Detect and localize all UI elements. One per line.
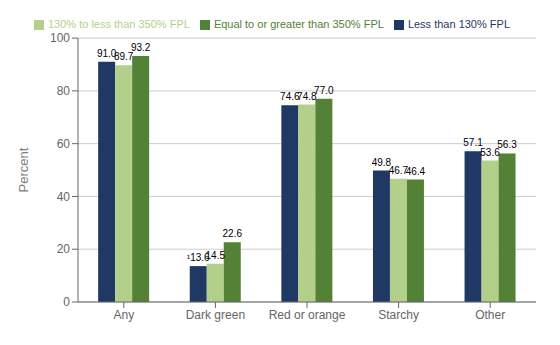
svg-text:Starchy: Starchy <box>378 308 419 322</box>
svg-text:Dark green: Dark green <box>186 308 245 322</box>
svg-text:74.8: 74.8 <box>297 90 317 102</box>
svg-text:93.2: 93.2 <box>131 42 151 53</box>
svg-text:77.0: 77.0 <box>314 85 334 96</box>
svg-text:Other: Other <box>475 308 505 322</box>
svg-text:0: 0 <box>63 295 70 309</box>
svg-text:89.7: 89.7 <box>113 51 134 63</box>
svg-text:100: 100 <box>50 31 70 45</box>
svg-text:46.4: 46.4 <box>406 166 426 177</box>
svg-text:Percent: Percent <box>16 147 31 192</box>
svg-text:49.8: 49.8 <box>371 156 392 168</box>
svg-text:40: 40 <box>57 190 71 204</box>
svg-text:Red or orange: Red or orange <box>269 308 346 322</box>
svg-text:22.6: 22.6 <box>223 228 243 239</box>
svg-text:60: 60 <box>57 137 71 151</box>
svg-text:20: 20 <box>57 242 71 256</box>
svg-text:57.1: 57.1 <box>463 137 483 149</box>
svg-text:¹13.6: ¹13.6 <box>186 252 210 264</box>
svg-text:46.7: 46.7 <box>388 164 409 176</box>
svg-text:74.6: 74.6 <box>280 91 300 103</box>
svg-text:14.5: 14.5 <box>206 250 226 261</box>
svg-text:56.3: 56.3 <box>497 139 517 150</box>
svg-text:80: 80 <box>57 84 71 98</box>
html-text:Equal to or greater than 350%: Equal to or greater than 350% FPL <box>213 18 384 30</box>
svg-text:53.6: 53.6 <box>480 146 500 158</box>
svg-text:91.0: 91.0 <box>96 47 117 59</box>
html-text:130% to less than 350% FPL: 130% to less than 350% FPL <box>48 18 190 30</box>
svg-text:Any: Any <box>113 308 134 322</box>
html-text:Less than 130% FPL: Less than 130% FPL <box>407 18 510 30</box>
